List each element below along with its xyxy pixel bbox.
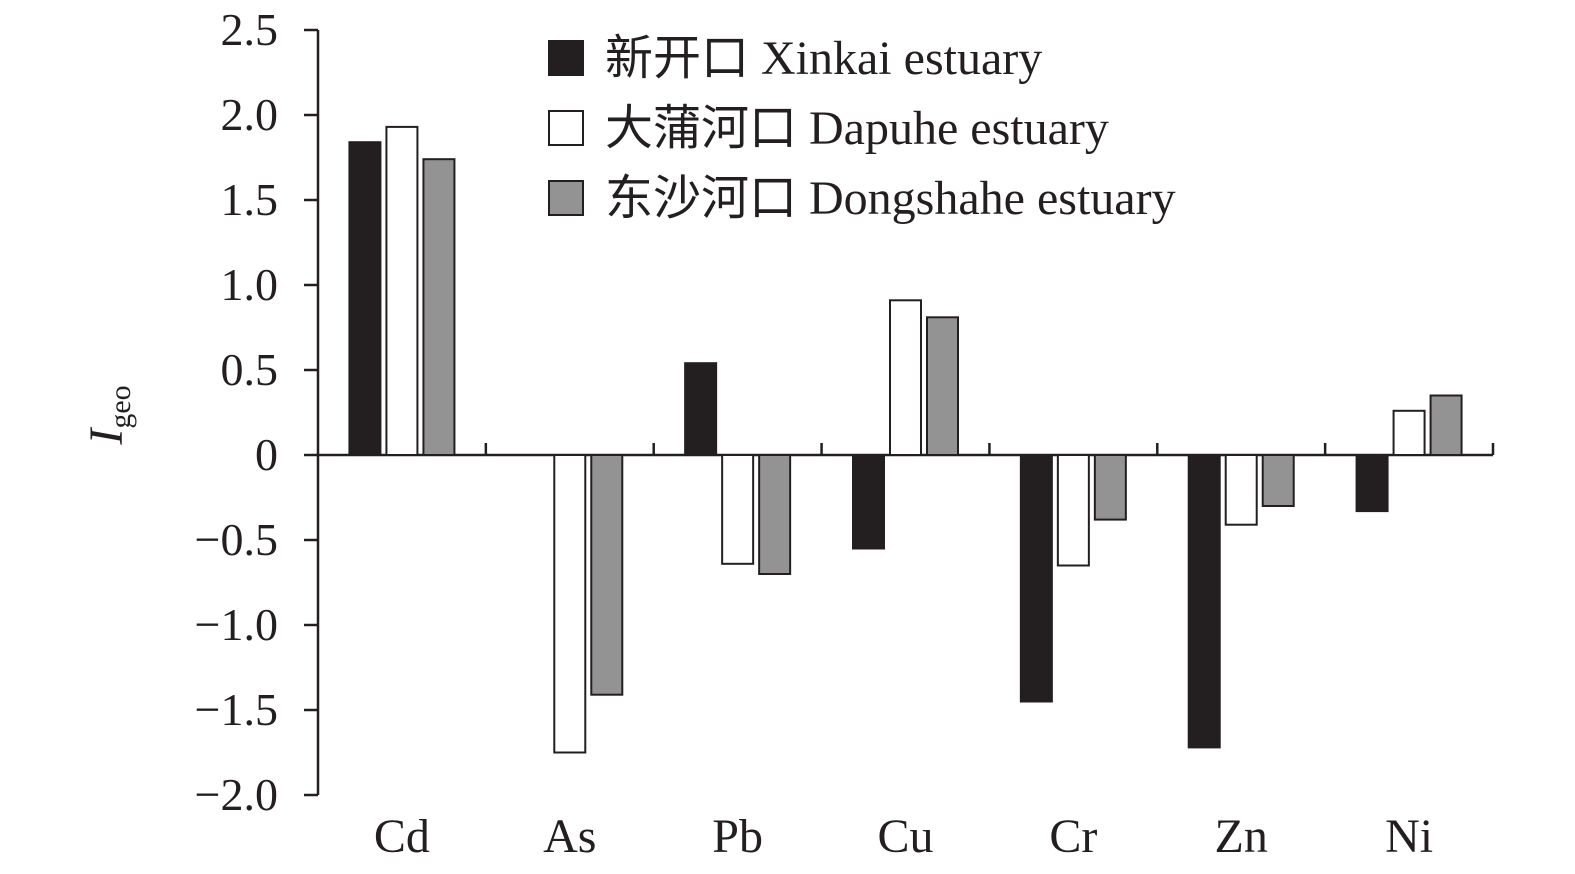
y-tick-label: −2.0 bbox=[195, 769, 278, 820]
legend-label: 大蒲河口 Dapuhe estuary bbox=[605, 102, 1109, 155]
bar-cr-series-1 bbox=[1019, 454, 1053, 703]
bar-as-series-2 bbox=[553, 454, 587, 754]
bar-pb-series-1 bbox=[684, 362, 718, 457]
y-tick-label: 1.0 bbox=[221, 259, 279, 310]
legend-label: 东沙河口 Dongshahe estuary bbox=[605, 172, 1176, 225]
y-tick-label: 2.5 bbox=[221, 4, 279, 55]
y-tick-label: −1.5 bbox=[195, 684, 278, 735]
bar-cr-series-2 bbox=[1056, 454, 1090, 567]
x-category-label: Cd bbox=[374, 810, 430, 863]
bar-cd-series-1 bbox=[348, 141, 382, 456]
bar-ni-series-3 bbox=[1429, 394, 1463, 456]
legend-swatch bbox=[548, 110, 584, 146]
bar-cu-series-1 bbox=[852, 454, 885, 550]
legend-swatch bbox=[548, 180, 584, 216]
y-axis-label-sub: geo bbox=[104, 385, 137, 428]
category-labels: Cd As Pb Cu Cr Zn Ni bbox=[374, 810, 1433, 863]
bar-pb-series-3 bbox=[758, 454, 792, 575]
bar-ni-series-2 bbox=[1392, 409, 1426, 456]
x-category-label: As bbox=[543, 810, 596, 863]
y-tick-label: 0.5 bbox=[221, 344, 279, 395]
bar-zn-series-1 bbox=[1187, 454, 1221, 749]
y-tick-label: 1.5 bbox=[221, 174, 279, 225]
x-category-label: Cr bbox=[1049, 810, 1097, 863]
y-axis: 2.5 2.0 1.5 1.0 0.5 0 −0.5 −1.0 −1.5 −2.0 bbox=[195, 4, 320, 820]
y-tick-label: 2.0 bbox=[221, 89, 279, 140]
y-axis-label-main: I bbox=[80, 427, 133, 446]
bar-as-series-3 bbox=[590, 454, 624, 696]
bar-cr-series-3 bbox=[1093, 454, 1127, 521]
bar-ni-series-1 bbox=[1355, 454, 1389, 513]
bar-zn-series-3 bbox=[1261, 454, 1295, 507]
bars bbox=[348, 125, 1463, 754]
x-category-label: Cu bbox=[877, 810, 933, 863]
bar-cu-series-2 bbox=[889, 299, 922, 456]
legend-label: 新开口 Xinkai estuary bbox=[605, 32, 1042, 85]
y-tick-label: 0 bbox=[255, 429, 278, 480]
x-category-label: Pb bbox=[712, 810, 763, 863]
bar-cd-series-3 bbox=[422, 158, 456, 456]
y-tick-label: −0.5 bbox=[195, 514, 278, 565]
y-tick-label: −1.0 bbox=[195, 599, 278, 650]
legend: 新开口 Xinkai estuary 大蒲河口 Dapuhe estuary 东沙河… bbox=[548, 32, 1176, 225]
bar-cd-series-2 bbox=[385, 125, 419, 457]
bar-cu-series-3 bbox=[926, 316, 959, 456]
x-category-label: Zn bbox=[1215, 810, 1268, 863]
bar-pb-series-2 bbox=[721, 454, 755, 565]
legend-swatch bbox=[548, 40, 584, 76]
x-category-label: Ni bbox=[1385, 810, 1433, 863]
bar-zn-series-2 bbox=[1224, 454, 1258, 526]
y-axis-label: Igeo bbox=[80, 385, 137, 445]
